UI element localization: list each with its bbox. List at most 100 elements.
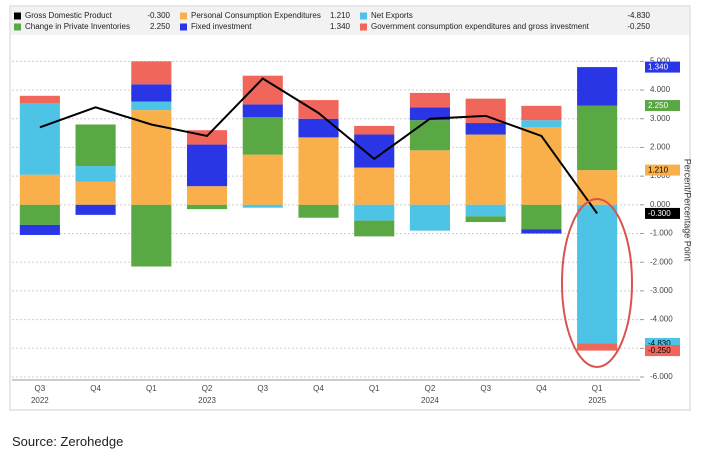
x-tick-label: Q2 (425, 384, 436, 393)
value-tag-box (645, 61, 680, 73)
value-tag: -0.300 (648, 209, 671, 218)
x-year-label: 2025 (588, 396, 606, 405)
bar-segment (19, 174, 60, 205)
value-tag: 2.250 (648, 101, 669, 110)
y-tick-label: 4.000 (650, 85, 671, 94)
bar-segment (298, 204, 339, 218)
x-tick-label: Q3 (35, 384, 46, 393)
bar-segment (465, 134, 506, 205)
legend-label: Change in Private Inventories (25, 22, 130, 31)
bar-segment (354, 204, 395, 221)
bar-segment (354, 125, 395, 135)
legend-label: Government consumption expenditures and … (371, 22, 590, 31)
legend-value: -0.250 (627, 22, 650, 31)
legend-value: 2.250 (150, 22, 171, 31)
bars (19, 61, 618, 351)
overlay: 1.210 -4.830 2.250 1.340 -0.250 -0.300 (645, 61, 680, 357)
bar-segment (521, 204, 562, 230)
bar-segment (298, 100, 339, 119)
value-tag: 1.210 (648, 166, 669, 175)
value-tag-box (645, 337, 680, 349)
y-tick-label: -4.000 (650, 315, 673, 324)
x-tick-label: Q4 (90, 384, 101, 393)
legend-label: Fixed investment (191, 22, 252, 31)
bar-segment (521, 127, 562, 205)
bar-segment (242, 75, 283, 105)
y-tick-label: -1.000 (650, 229, 673, 238)
legend-box (11, 7, 689, 35)
legend-swatch (14, 23, 21, 31)
y-tick-label: -3.000 (650, 286, 673, 295)
y-tick-label: 0.000 (650, 200, 671, 209)
x-tick-label: Q1 (369, 384, 380, 393)
x-tick-label: Q4 (536, 384, 547, 393)
value-tag: -4.830 (648, 339, 671, 348)
bar-segment (409, 107, 451, 121)
legend-label: Net Exports (371, 11, 413, 20)
value-tag-box (645, 100, 680, 112)
bar-segment (577, 105, 618, 171)
bar-segment (465, 216, 506, 223)
value-tag: -0.250 (648, 346, 671, 355)
bar-segment (409, 120, 451, 151)
bar-segment (186, 204, 228, 210)
bar-segment (242, 204, 283, 208)
x-tick-label: Q3 (480, 384, 491, 393)
legend-value: 1.340 (330, 22, 351, 31)
bar-segment (186, 144, 228, 187)
y-tick-label: 3.000 (650, 114, 671, 123)
bar-segment (465, 204, 506, 217)
legend-label: Personal Consumption Expenditures (191, 11, 321, 20)
y-tick-label: -2.000 (650, 257, 673, 266)
y-axis-title: Percent/Percentage Point (683, 159, 693, 262)
y-tick-label: 5.000 (650, 56, 671, 65)
bar-segment (242, 117, 283, 155)
y-tick-label: 2.000 (650, 143, 671, 152)
bar-segment (521, 120, 562, 128)
bar-segment (75, 181, 116, 205)
legend-swatch (14, 12, 21, 20)
bar-segment (75, 166, 116, 182)
line-series (39, 77, 598, 215)
bar-segment (131, 84, 172, 102)
bar-segment (354, 134, 395, 168)
bar-segment (298, 118, 339, 138)
source-note: Source: Zerohedge (12, 434, 124, 449)
bar-segment (131, 204, 172, 267)
bar-segment (298, 137, 339, 205)
bar-segment (409, 92, 451, 108)
x-tick-label: Q1 (146, 384, 157, 393)
bar-segment (465, 123, 506, 135)
value-tag-box (645, 345, 680, 357)
bar-segment (465, 98, 506, 124)
bar-segment (409, 204, 451, 231)
y-tick-label: -6.000 (650, 372, 673, 381)
x-year-label: 2024 (421, 396, 439, 405)
bar-segment (131, 101, 172, 111)
legend-label: Gross Domestic Product (25, 11, 112, 20)
x-tick-label: Q4 (313, 384, 324, 393)
bar-segment (577, 67, 618, 106)
bar-segment (354, 167, 395, 205)
bar-segment (354, 220, 395, 237)
legend-swatch (360, 12, 367, 20)
x-year-label: 2023 (198, 396, 216, 405)
value-tag-box (645, 207, 680, 219)
x-tick-label: Q3 (257, 384, 268, 393)
bar-segment (242, 104, 283, 118)
x-year-label: 2022 (31, 396, 49, 405)
bar-segment (242, 154, 283, 205)
chart-frame (9, 5, 691, 411)
bar-segment (19, 95, 60, 103)
bar-segment (521, 229, 562, 234)
bar-segment (131, 61, 172, 85)
value-tag-box (645, 164, 680, 176)
highlight-ellipse (561, 198, 633, 368)
legend-value: -0.300 (147, 11, 170, 20)
value-tag: 1.340 (648, 63, 669, 72)
bar-segment (186, 186, 228, 205)
bar-segment (75, 204, 116, 215)
x-tick-label: Q2 (202, 384, 213, 393)
legend-value: -4.830 (627, 11, 650, 20)
